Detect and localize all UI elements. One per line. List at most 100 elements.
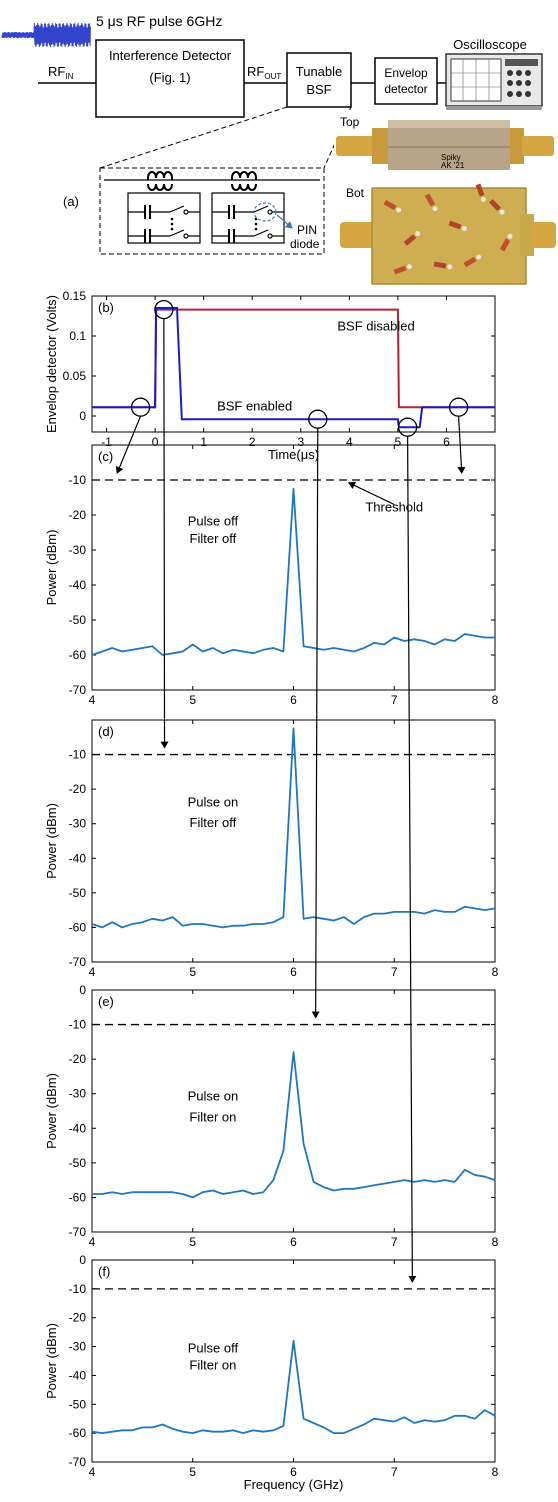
rf-in-label: RFIN	[48, 64, 74, 81]
pcb-part	[499, 233, 513, 252]
y-tick-label: -20	[69, 1052, 87, 1066]
chart-e: 4 5 6 7 8 -70 -60 -50 -40 -30 -20 -10 0 Pulse on Filte…	[44, 983, 499, 1249]
envelop-detector-box	[374, 57, 438, 105]
x-tick-label: 6	[290, 965, 297, 979]
pin-label-2: diode	[290, 237, 320, 251]
interference-detector-ref: (Fig. 1)	[149, 70, 190, 85]
x-tick-label: 5	[189, 693, 196, 707]
x-tick-label: 6	[290, 1465, 297, 1479]
y-tick-label: -60	[69, 1190, 87, 1204]
pcb-part	[433, 261, 453, 270]
cross-arrow	[407, 436, 417, 1283]
x-tick-label: 8	[492, 965, 499, 979]
pulse-wave-path	[1, 22, 91, 48]
photo-top-label: Top	[340, 115, 360, 129]
y-tick-label: -30	[69, 543, 87, 557]
annotation: Threshold	[365, 500, 423, 515]
x-tick-label: 4	[89, 1465, 96, 1479]
x-tick-label: 4	[89, 693, 96, 707]
y-axis-label: Power (dBm)	[44, 803, 59, 879]
x-tick-label: 1	[200, 435, 207, 449]
y-tick-label: -20	[69, 508, 87, 522]
interference-detector-box	[95, 39, 245, 118]
plot-frame	[91, 989, 496, 1233]
x-tick-label: 5	[189, 1465, 196, 1479]
x-tick-label: 7	[391, 1465, 398, 1479]
x-tick-label: 8	[492, 1235, 499, 1249]
y-axis-label: Power (dBm)	[44, 1073, 59, 1149]
oscilloscope-icon	[445, 53, 543, 111]
plot-frame	[91, 719, 496, 963]
annotation: Filter on	[189, 1358, 236, 1373]
y-tick-label: -50	[69, 886, 87, 900]
x-tick-label: 6	[443, 435, 450, 449]
annotation: Filter on	[189, 1109, 236, 1124]
annotation: BSF disabled	[337, 318, 414, 333]
x-tick-label: 8	[492, 693, 499, 707]
y-tick-label: -40	[69, 1121, 87, 1135]
y-tick-label: -10	[69, 473, 87, 487]
y-axis-label: Envelop detector (Volts)	[44, 295, 59, 433]
pcb-part	[424, 193, 438, 212]
panel-label: (d)	[98, 724, 114, 739]
x-tick-label: 5	[189, 965, 196, 979]
plot-frame	[91, 1259, 496, 1463]
pcb-components	[383, 183, 513, 275]
y-tick-label: -50	[69, 613, 87, 627]
annotation: Filter off	[190, 531, 237, 546]
cross-arrow	[311, 428, 320, 1019]
pcb-part	[393, 264, 412, 275]
y-tick-label: 0.05	[63, 369, 87, 383]
spectrum-line	[91, 727, 496, 929]
annotation: Pulse off	[188, 514, 239, 529]
x-tick-label: 4	[89, 1235, 96, 1249]
filter-photo-top: Spiky AK '21 Top	[334, 110, 558, 175]
envelop-detector-label-1: Envelop	[384, 66, 428, 80]
pcb-part	[403, 231, 421, 246]
pin-label-1: PIN	[297, 223, 317, 237]
filter-photo-bottom: Bot	[334, 178, 558, 290]
y-tick-label: -70	[69, 1225, 87, 1239]
bsf-label-2: BSF	[306, 82, 331, 97]
pcb-part	[475, 183, 486, 202]
annotation: Pulse off	[188, 1340, 239, 1355]
pcb-part	[448, 220, 467, 231]
y-tick-label: -30	[69, 1340, 87, 1354]
panel-label: (b)	[98, 300, 114, 315]
spectrum-line	[91, 487, 495, 656]
x-tick-label: 5	[395, 435, 402, 449]
block-diagram: 5 μs RF pulse 6GHz RFIN Interference Det…	[1, 13, 558, 290]
y-tick-label: 0.15	[63, 289, 87, 303]
y-tick-label: -50	[69, 1397, 87, 1411]
y-tick-label: -40	[69, 578, 87, 592]
schematic-box	[99, 167, 325, 255]
tunable-bsf-box	[286, 52, 352, 108]
pulse-label: 5 μs RF pulse 6GHz	[96, 13, 222, 29]
interference-detector-label: Interference Detector	[109, 48, 232, 63]
series-line	[92, 307, 495, 429]
x-tick-label: 0	[152, 435, 159, 449]
chart-f: 4 5 6 7 8 -70 -60 -50 -40 -30 -20 -10 0 Pulse off Filt…	[44, 1253, 499, 1492]
annotation: Pulse on	[188, 794, 239, 809]
panel-label: (f)	[98, 1264, 110, 1279]
y-tick-label: -60	[69, 1426, 87, 1440]
panel-a-label: (a)	[63, 194, 79, 209]
y-tick-label: 0	[79, 1253, 86, 1267]
x-tick-label: 3	[297, 435, 304, 449]
photo-brand-1: Spiky	[441, 153, 461, 162]
threshold-pointer	[348, 481, 395, 506]
cross-arrow	[160, 318, 169, 749]
x-tick-label: -1	[101, 435, 112, 449]
photo-brand-2: AK '21	[441, 161, 465, 170]
x-axis-label: Frequency (GHz)	[244, 1477, 344, 1492]
x-tick-label: 7	[391, 965, 398, 979]
pin-diode-arrow	[276, 214, 293, 229]
pcb-part	[383, 199, 402, 213]
pin-diode-highlight	[253, 202, 277, 222]
y-axis-label: Power (dBm)	[44, 530, 59, 606]
rf-pulse-waveform	[1, 22, 91, 48]
y-tick-label: -60	[69, 920, 87, 934]
y-tick-label: -50	[69, 1156, 87, 1170]
